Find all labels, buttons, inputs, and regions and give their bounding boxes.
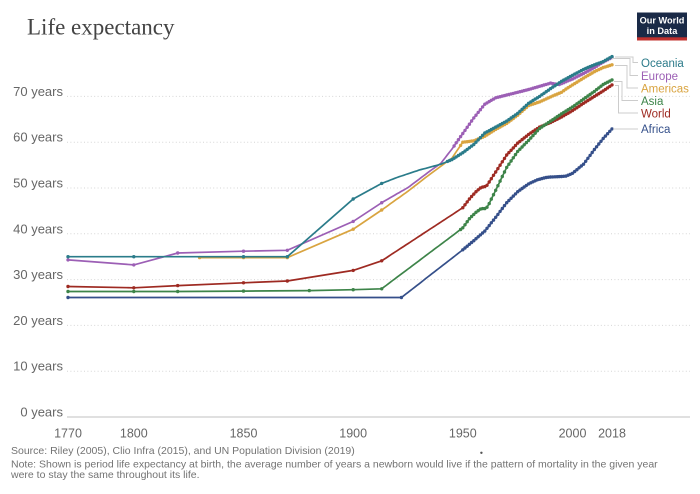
svg-text:Europe: Europe: [641, 71, 678, 83]
svg-text:20 years: 20 years: [13, 313, 63, 328]
svg-text:World: World: [641, 109, 671, 121]
svg-text:60 years: 60 years: [13, 130, 63, 145]
svg-text:40 years: 40 years: [13, 221, 63, 236]
svg-text:30 years: 30 years: [13, 267, 63, 282]
svg-text:were to stay the same througho: were to stay the same throughout its lif…: [10, 469, 200, 481]
svg-text:Source: Riley (2005), Clio Inf: Source: Riley (2005), Clio Infra (2015),…: [11, 445, 355, 457]
svg-text:1950: 1950: [449, 427, 477, 441]
svg-text:2000: 2000: [559, 427, 587, 441]
svg-text:2018: 2018: [598, 427, 626, 441]
svg-text:Africa: Africa: [641, 124, 671, 136]
svg-text:Life expectancy: Life expectancy: [27, 15, 175, 40]
svg-text:Americas: Americas: [641, 84, 689, 96]
svg-text:70 years: 70 years: [13, 84, 63, 99]
svg-text:10 years: 10 years: [13, 359, 63, 374]
svg-text:1900: 1900: [339, 427, 367, 441]
svg-text:1800: 1800: [120, 427, 148, 441]
svg-text:1850: 1850: [230, 427, 258, 441]
svg-text:0 years: 0 years: [20, 405, 63, 420]
svg-text:50 years: 50 years: [13, 176, 63, 191]
svg-text:Our World: Our World: [640, 16, 685, 26]
svg-text:1770: 1770: [54, 427, 82, 441]
svg-text:Note: Shown is period life exp: Note: Shown is period life expectancy at…: [11, 459, 658, 471]
svg-text:in Data: in Data: [647, 26, 679, 36]
svg-text:Oceania: Oceania: [641, 58, 684, 70]
svg-text:Asia: Asia: [641, 96, 664, 108]
